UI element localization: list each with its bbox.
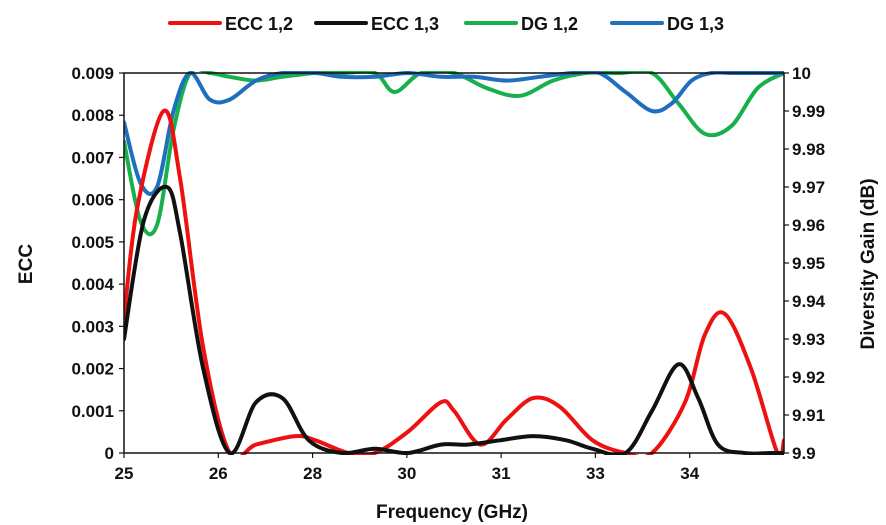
- y-right-tick-label: 9.96: [792, 216, 825, 235]
- legend-label-ecc-1-3: ECC 1,3: [371, 14, 439, 34]
- y-right-tick-label: 9.9: [792, 444, 816, 463]
- series-line-ecc-1-2: [124, 108, 784, 455]
- y-right-tick-label: 10: [792, 64, 811, 83]
- plot-lines: [124, 71, 784, 455]
- legend-label-dg-1-3: DG 1,3: [667, 14, 724, 34]
- y-left-tick-label: 0.005: [71, 233, 114, 252]
- x-tick-label: 31: [492, 464, 511, 483]
- series-line-dg-1-3: [124, 71, 784, 196]
- y-right-tick-label: 9.94: [792, 292, 826, 311]
- y-right-axis-title: Diversity Gain (dB): [858, 178, 879, 349]
- y-right-tick-label: 9.93: [792, 330, 825, 349]
- y-right-tick-label: 9.98: [792, 140, 825, 159]
- legend-label-ecc-1-2: ECC 1,2: [225, 14, 293, 34]
- x-tick-label: 26: [209, 464, 228, 483]
- y-left-tick-label: 0.006: [71, 191, 114, 210]
- y-right-tick-label: 9.97: [792, 178, 825, 197]
- y-right-tick-label: 9.99: [792, 102, 825, 121]
- x-tick-label: 30: [397, 464, 416, 483]
- x-tick-label: 25: [115, 464, 134, 483]
- axes: 25 26 28 30 31 33 34 0 0.001 0.002 0.003 0.004 0.005…: [71, 64, 825, 483]
- y-left-tick-label: 0.009: [71, 64, 114, 83]
- y-left-tick-label: 0.008: [71, 106, 114, 125]
- x-tick-label: 34: [680, 464, 699, 483]
- series-line-ecc-1-3: [124, 184, 784, 455]
- legend: ECC 1,2 ECC 1,3 DG 1,2 DG 1,3: [168, 14, 724, 34]
- y-right-tick-label: 9.92: [792, 368, 825, 387]
- x-tick-label: 28: [303, 464, 322, 483]
- y-left-tick-label: 0.001: [71, 402, 114, 421]
- y-right-tick-label: 9.91: [792, 406, 825, 425]
- y-left-axis-title: ECC: [16, 244, 37, 284]
- x-tick-label: 33: [586, 464, 605, 483]
- plot-frame: [123, 72, 785, 454]
- y-right-tick-label: 9.95: [792, 254, 825, 273]
- series-line-dg-1-2: [124, 71, 784, 237]
- legend-label-dg-1-2: DG 1,2: [521, 14, 578, 34]
- y-left-tick-label: 0.004: [71, 275, 114, 294]
- y-left-tick-label: 0.003: [71, 317, 114, 336]
- y-left-tick-label: 0.002: [71, 360, 114, 379]
- y-left-tick-label: 0: [105, 444, 114, 463]
- y-left-tick-label: 0.007: [71, 148, 114, 167]
- x-axis-title: Frequency (GHz): [376, 502, 528, 523]
